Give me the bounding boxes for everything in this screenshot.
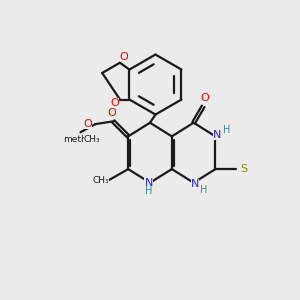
Text: O: O — [107, 108, 116, 118]
Text: N: N — [144, 178, 153, 188]
Text: O: O — [200, 93, 209, 103]
Text: methyl: methyl — [63, 135, 95, 144]
Text: H: H — [223, 125, 231, 135]
Text: H: H — [200, 184, 208, 194]
Text: N: N — [191, 179, 199, 189]
Text: N: N — [213, 130, 221, 140]
Text: O: O — [120, 52, 128, 62]
Text: S: S — [240, 164, 247, 174]
Text: CH₃: CH₃ — [84, 135, 100, 144]
Text: O: O — [83, 118, 92, 128]
Text: H: H — [145, 187, 152, 196]
Text: O: O — [111, 98, 119, 108]
Text: CH₃: CH₃ — [92, 176, 109, 185]
